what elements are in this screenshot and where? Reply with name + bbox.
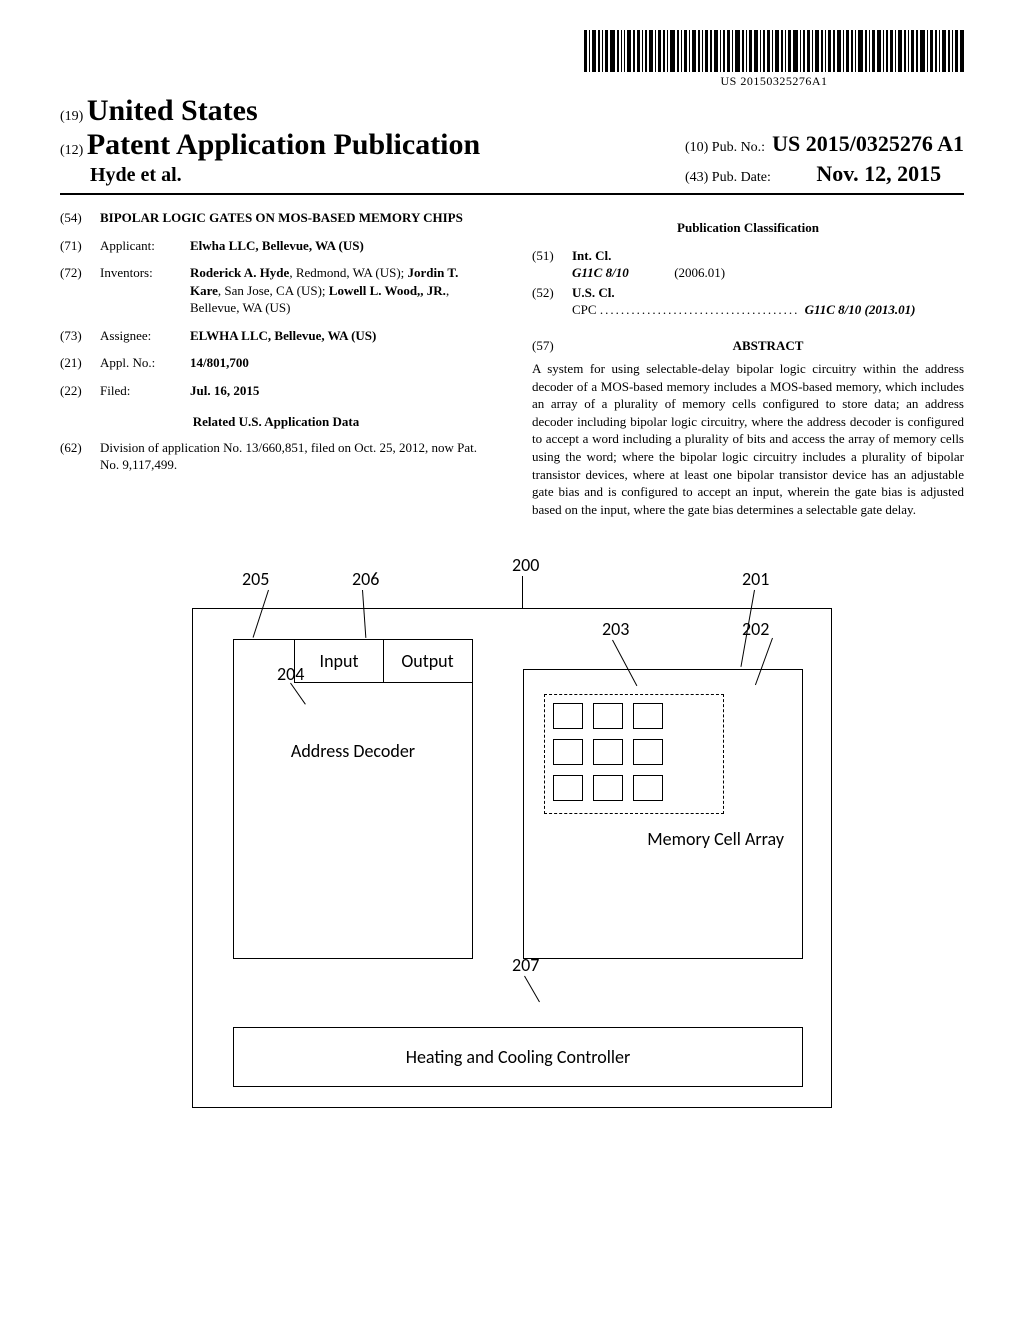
classification-header: Publication Classification (532, 219, 964, 237)
memory-cells-dashed (544, 694, 724, 814)
country-name: United States (87, 94, 258, 127)
pub-type-code: (12) (60, 143, 83, 158)
applno-field: (21) Appl. No.: 14/801,700 (60, 354, 492, 372)
cpc-dots: ...................................... (600, 302, 805, 317)
decoder-label: Address Decoder (234, 740, 472, 762)
cpc-value: G11C 8/10 (2013.01) (805, 302, 916, 317)
pubno-code: (10) (685, 140, 708, 155)
division-text: Division of application No. 13/660,851, … (100, 439, 492, 474)
output-box: Output (383, 639, 473, 683)
applicant-value: Elwha LLC, Bellevue, WA (US) (190, 237, 492, 255)
chip-outline: Input Output Address Decoder (192, 608, 832, 1108)
field-label: Filed: (100, 382, 190, 400)
pub-number: US 2015/0325276 A1 (772, 131, 964, 156)
field-code: (73) (60, 327, 100, 345)
applicant-field: (71) Applicant: Elwha LLC, Bellevue, WA … (60, 237, 492, 255)
related-header: Related U.S. Application Data (60, 413, 492, 431)
barcode-number: US 20150325276A1 (584, 74, 964, 89)
inventors-value: Roderick A. Hyde, Redmond, WA (US); Jord… (190, 264, 492, 317)
heating-cooling-block: Heating and Cooling Controller (233, 1027, 803, 1087)
memory-cell (633, 703, 663, 729)
barcode: US 20150325276A1 (584, 30, 964, 89)
ref-206: 206 (352, 568, 379, 590)
memory-cell (593, 775, 623, 801)
left-column: (54) BIPOLAR LOGIC GATES ON MOS-BASED ME… (60, 209, 492, 518)
header-right: (10) Pub. No.: US 2015/0325276 A1 (43) P… (685, 131, 964, 187)
filed-date: Jul. 16, 2015 (190, 383, 259, 398)
application-number: 14/801,700 (190, 355, 249, 370)
filed-value: Jul. 16, 2015 (190, 382, 492, 400)
memory-cell (553, 703, 583, 729)
title-field: (54) BIPOLAR LOGIC GATES ON MOS-BASED ME… (60, 209, 492, 227)
invention-title: BIPOLAR LOGIC GATES ON MOS-BASED MEMORY … (100, 209, 492, 227)
ref-200: 200 (512, 554, 539, 576)
intcl-field: (51) Int. Cl. G11C 8/10 (2006.01) (532, 247, 964, 282)
pub-type: Patent Application Publication (87, 128, 480, 161)
country-code: (19) (60, 109, 83, 124)
memory-array-block: Memory Cell Array (523, 669, 803, 959)
assignee-value: ELWHA LLC, Bellevue, WA (US) (190, 327, 492, 345)
bibliographic-columns: (54) BIPOLAR LOGIC GATES ON MOS-BASED ME… (60, 209, 964, 518)
figure-region: 205 206 200 201 202 203 204 207 Input Ou… (60, 568, 964, 1128)
applno-value: 14/801,700 (190, 354, 492, 372)
ref-205: 205 (242, 568, 269, 590)
assignee-field: (73) Assignee: ELWHA LLC, Bellevue, WA (… (60, 327, 492, 345)
field-code: (51) (532, 247, 572, 282)
intcl-label: Int. Cl. (572, 248, 611, 263)
block-diagram: 205 206 200 201 202 203 204 207 Input Ou… (162, 568, 862, 1128)
memory-cell (593, 739, 623, 765)
abstract-code: (57) (532, 337, 572, 355)
uscl-field: (52) U.S. Cl. CPC ......................… (532, 284, 964, 319)
header-left: (19) United States (12) Patent Applicati… (60, 94, 480, 187)
heating-cooling-label: Heating and Cooling Controller (406, 1046, 630, 1068)
field-label: Assignee: (100, 327, 190, 345)
memory-cell (553, 775, 583, 801)
cell-grid (553, 703, 715, 805)
header: (19) United States (12) Patent Applicati… (60, 94, 964, 195)
field-label: Applicant: (100, 237, 190, 255)
field-code: (72) (60, 264, 100, 317)
field-code: (22) (60, 382, 100, 400)
memory-array-label: Memory Cell Array (647, 828, 784, 850)
right-column: Publication Classification (51) Int. Cl.… (532, 209, 964, 518)
cpc-label: CPC (572, 302, 597, 317)
field-code: (52) (532, 284, 572, 319)
address-decoder-block: Input Output Address Decoder (233, 639, 473, 959)
memory-cell (633, 775, 663, 801)
memory-cell (553, 739, 583, 765)
inventors-field: (72) Inventors: Roderick A. Hyde, Redmon… (60, 264, 492, 317)
pubdate-label: Pub. Date: (712, 170, 771, 185)
authors: Hyde et al. (60, 164, 480, 187)
division-field: (62) Division of application No. 13/660,… (60, 439, 492, 474)
abstract-header: ABSTRACT (572, 337, 964, 355)
intcl-class: G11C 8/10 (572, 265, 629, 280)
pubno-label: Pub. No.: (712, 140, 765, 155)
barcode-region: US 20150325276A1 (60, 30, 964, 90)
field-code: (54) (60, 209, 100, 227)
field-code: (71) (60, 237, 100, 255)
leader-line (522, 576, 523, 608)
field-label: Appl. No.: (100, 354, 190, 372)
field-label: Inventors: (100, 264, 190, 317)
pubdate-code: (43) (685, 170, 708, 185)
patent-page: US 20150325276A1 (19) United States (12)… (0, 0, 1024, 1168)
memory-cell (633, 739, 663, 765)
field-code: (62) (60, 439, 100, 474)
intcl-date: (2006.01) (674, 265, 725, 280)
assignee-name: ELWHA LLC, Bellevue, WA (US) (190, 328, 376, 343)
input-box: Input (294, 639, 384, 683)
memory-cell (593, 703, 623, 729)
abstract-text: A system for using selectable-delay bipo… (532, 360, 964, 518)
uscl-label: U.S. Cl. (572, 285, 615, 300)
pub-date: Nov. 12, 2015 (816, 161, 941, 186)
field-code: (21) (60, 354, 100, 372)
filed-field: (22) Filed: Jul. 16, 2015 (60, 382, 492, 400)
ref-201: 201 (742, 568, 769, 590)
applicant-name: Elwha LLC, Bellevue, WA (US) (190, 238, 364, 253)
